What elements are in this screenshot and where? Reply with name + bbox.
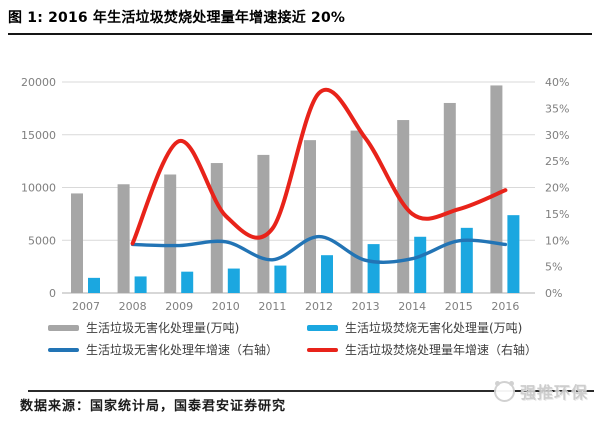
- brand-watermark-label: 强推环保: [520, 383, 589, 402]
- line-harmless-growth: [130, 234, 508, 264]
- right-axis-tick: 25%: [545, 155, 569, 168]
- left-axis-tick: 10000: [21, 182, 56, 195]
- x-axis-year-label: 2014: [398, 300, 426, 313]
- bar-incineration-treatment: [227, 268, 240, 293]
- left-axis-tick: 5000: [28, 234, 56, 247]
- x-axis-year-label: 2013: [352, 300, 380, 313]
- line-incineration-growth: [130, 88, 508, 246]
- right-axis-tick: 40%: [545, 76, 569, 89]
- red-line-legend-swatch: [307, 347, 338, 352]
- blue-bar-legend-swatch: [307, 324, 338, 331]
- right-axis-tick: 35%: [545, 102, 569, 115]
- right-axis-tick: 10%: [545, 234, 569, 247]
- left-axis-tick: 0: [49, 287, 56, 300]
- bar-harmless-treatment: [443, 102, 456, 293]
- x-axis-year-label: 2009: [165, 300, 193, 313]
- bar-incineration-treatment: [181, 271, 194, 293]
- legend-item-harmless-volume: 生活垃圾无害化处理量(万吨): [48, 319, 239, 336]
- right-axis-tick: 30%: [545, 129, 569, 142]
- bar-incineration-treatment: [88, 277, 100, 293]
- legend-label: 生活垃圾焚烧处理量年增速（右轴）: [345, 343, 538, 357]
- legend-item-incineration-growth: 生活垃圾焚烧处理量年增速（右轴）: [307, 341, 537, 358]
- bar-harmless-treatment: [210, 163, 223, 293]
- bar-harmless-treatment: [164, 174, 177, 293]
- bar-incineration-treatment: [274, 265, 287, 293]
- bar-harmless-treatment: [257, 154, 270, 293]
- bar-harmless-treatment: [71, 193, 83, 293]
- bar-incineration-treatment: [414, 236, 427, 293]
- right-axis-tick: 5%: [545, 261, 562, 274]
- footer-divider: [28, 390, 594, 392]
- x-axis-year-label: 2007: [72, 300, 100, 313]
- bar-harmless-treatment: [304, 140, 316, 293]
- data-source-note: 数据来源：国家统计局，国泰君安证券研究: [20, 399, 287, 414]
- x-axis-year-label: 2012: [305, 300, 333, 313]
- right-axis-tick: 20%: [545, 182, 569, 195]
- panda-logo-icon: [494, 380, 515, 402]
- combo-chart: 0 5000 10000 15000 20000 0% 5% 10% 15% 20% 25% 30% 3…: [21, 76, 569, 313]
- bar-harmless-treatment: [490, 85, 503, 293]
- bar-incineration-treatment: [460, 227, 473, 293]
- bar-harmless-treatment: [350, 130, 363, 293]
- left-axis-tick: 15000: [21, 129, 56, 142]
- brand-watermark: 强推环保: [494, 376, 588, 406]
- bar-incineration-treatment: [507, 215, 520, 293]
- legend-label: 生活垃圾无害化处理量(万吨): [86, 321, 240, 335]
- x-axis-year-label: 2008: [119, 300, 147, 313]
- bar-incineration-treatment: [367, 244, 380, 293]
- gray-bar-legend-swatch: [48, 324, 79, 331]
- legend-label: 生活垃圾无害化处理年增速（右轴）: [86, 343, 279, 357]
- x-axis-year-label: 2016: [491, 300, 519, 313]
- x-axis-year-label: 2015: [445, 300, 473, 313]
- blue-line-legend-swatch: [48, 347, 79, 352]
- legend-label: 生活垃圾焚烧无害化处理量(万吨): [345, 321, 523, 335]
- bar-incineration-treatment: [134, 276, 147, 293]
- legend-item-harmless-growth: 生活垃圾无害化处理年增速（右轴）: [48, 341, 278, 358]
- bar-harmless-treatment: [117, 184, 130, 293]
- right-axis-tick: 0%: [545, 287, 562, 300]
- bar-incineration-treatment: [321, 255, 333, 293]
- x-axis-year-label: 2011: [258, 300, 286, 313]
- figure-title: 图 1: 2016 年生活垃圾焚烧处理量年增速接近 20%: [8, 7, 592, 35]
- x-axis-year-label: 2010: [212, 300, 240, 313]
- left-axis-tick: 20000: [21, 76, 56, 89]
- right-axis-tick: 15%: [545, 208, 569, 221]
- legend-item-incineration-volume: 生活垃圾焚烧无害化处理量(万吨): [307, 319, 522, 336]
